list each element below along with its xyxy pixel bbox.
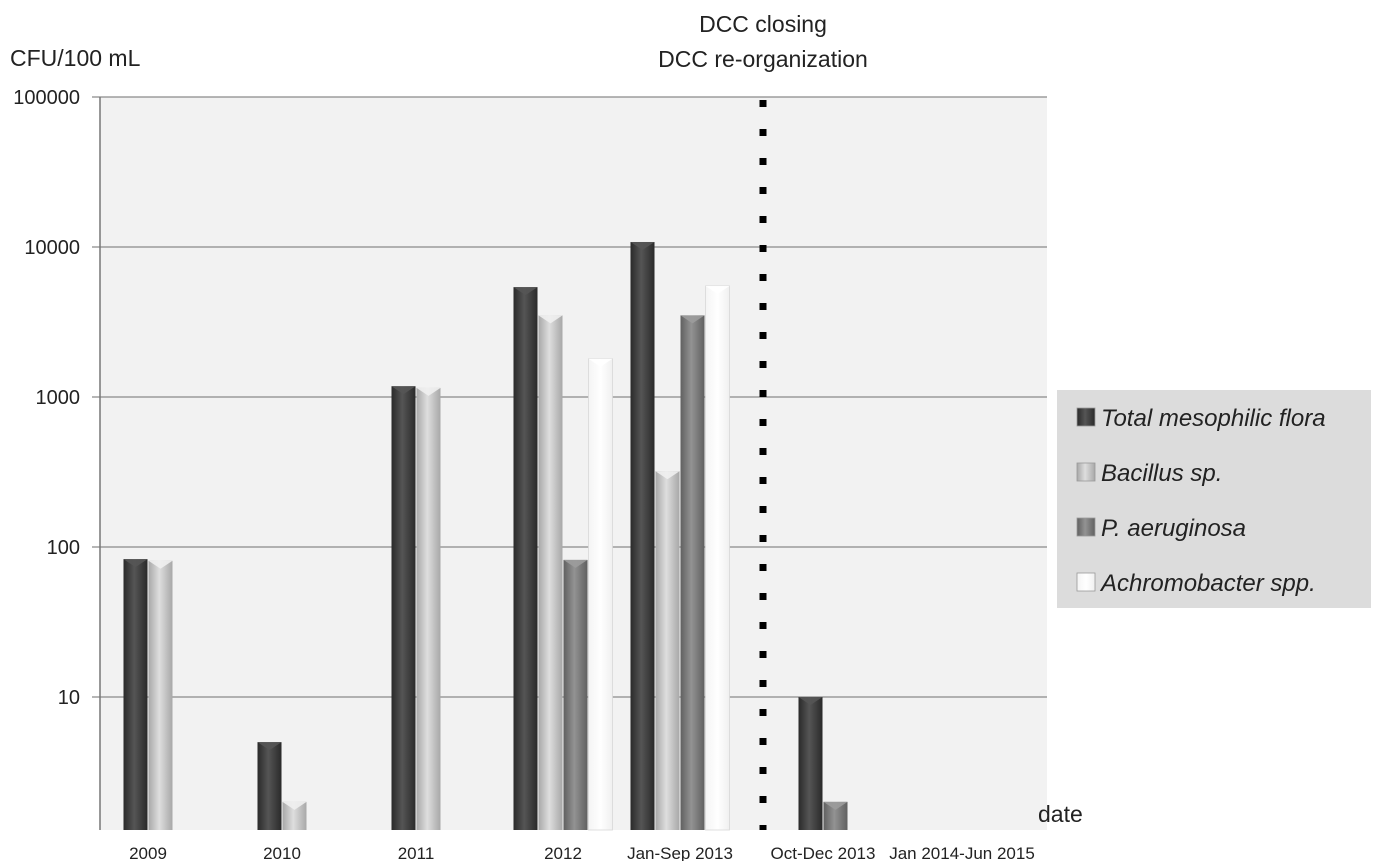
event-annotation-line-2: DCC re-organization — [658, 46, 868, 72]
bar — [655, 471, 680, 830]
bar — [563, 559, 588, 830]
gridlines — [92, 96, 1047, 698]
y-tick-label: 100 — [47, 537, 80, 559]
x-tick-label: 2011 — [398, 844, 435, 861]
bar — [282, 801, 307, 830]
bar-body — [563, 559, 588, 830]
legend-item: Achromobacter spp. — [1076, 570, 1316, 597]
y-tick-label: 10000 — [24, 237, 80, 259]
bar-cap — [705, 285, 730, 294]
legend-label: Total mesophilic flora — [1101, 405, 1326, 432]
bar-cap — [513, 287, 538, 296]
bar-body — [630, 241, 655, 830]
bar — [123, 559, 148, 830]
bar-body — [705, 285, 730, 831]
x-axis-title: date — [1038, 801, 1083, 827]
bar — [538, 315, 563, 831]
legend-swatch — [1076, 407, 1096, 427]
x-tick-label: Jan-Sep 2013 — [627, 844, 733, 861]
legend-label: P. aeruginosa — [1101, 515, 1246, 542]
bar-body — [148, 560, 173, 830]
bar-body — [391, 386, 416, 830]
bar-cap — [588, 358, 613, 367]
legend-box — [1057, 390, 1371, 608]
bar-cap — [538, 315, 563, 324]
bar-body — [513, 287, 538, 830]
bar-cap — [630, 241, 655, 250]
x-tick-label: 2009 — [129, 844, 167, 861]
bar — [680, 315, 705, 831]
bar — [705, 285, 730, 831]
bar-body — [680, 315, 705, 831]
legend-label: Bacillus sp. — [1101, 460, 1222, 487]
bar-body — [538, 315, 563, 831]
bar — [630, 241, 655, 830]
y-tick-label: 100000 — [13, 87, 80, 109]
bar-cap — [823, 801, 848, 810]
bar-cap — [655, 471, 680, 480]
y-tick-label: 10 — [58, 687, 80, 709]
category-labels: 2009 2010 2011 2012 Jan-Sep 2013 Oct-Dec 2013… — [129, 844, 1035, 861]
bar-cap — [391, 386, 416, 395]
bar-body — [798, 697, 823, 830]
bar — [391, 386, 416, 830]
x-tick-label: Jan 2014-Jun 2015 — [889, 844, 1035, 861]
bar-cap — [282, 801, 307, 810]
bar — [416, 387, 441, 830]
event-annotation-line-1: DCC closing — [699, 11, 827, 37]
x-tick-label: 2012 — [544, 844, 582, 861]
bar-body — [123, 559, 148, 830]
legend-swatch — [1076, 517, 1096, 537]
legend-label: Achromobacter spp. — [1099, 570, 1316, 597]
x-tick-label: Oct-Dec 2013 — [771, 844, 876, 861]
legend: Total mesophilic flora Bacillus sp. P. aer… — [1057, 390, 1371, 608]
legend-item: Bacillus sp. — [1076, 460, 1222, 487]
bar-body — [416, 387, 441, 830]
bar-body — [655, 471, 680, 830]
bar — [798, 697, 823, 830]
bar — [257, 742, 282, 830]
bars — [123, 241, 848, 831]
bar-cap — [798, 697, 823, 705]
legend-item: P. aeruginosa — [1076, 515, 1246, 542]
y-tick-label: 1000 — [36, 387, 81, 409]
legend-item: Total mesophilic flora — [1076, 405, 1326, 432]
legend-swatch — [1076, 572, 1096, 592]
x-tick-label: 2010 — [263, 844, 301, 861]
bar — [148, 560, 173, 830]
bar-cap — [680, 315, 705, 324]
y-tick-labels: 10 100 1000 10000 100000 — [13, 87, 80, 709]
bar-cap — [148, 560, 173, 569]
bar-cap — [563, 559, 588, 568]
bar-body — [257, 742, 282, 830]
bar-cap — [257, 742, 282, 751]
bar — [513, 287, 538, 830]
bar-body — [588, 358, 613, 831]
bar — [823, 801, 848, 830]
bar — [588, 358, 613, 831]
y-axis-title: CFU/100 mL — [10, 45, 141, 71]
bar-cap — [416, 387, 441, 396]
bar-cap — [123, 559, 148, 568]
legend-swatch — [1076, 462, 1096, 482]
